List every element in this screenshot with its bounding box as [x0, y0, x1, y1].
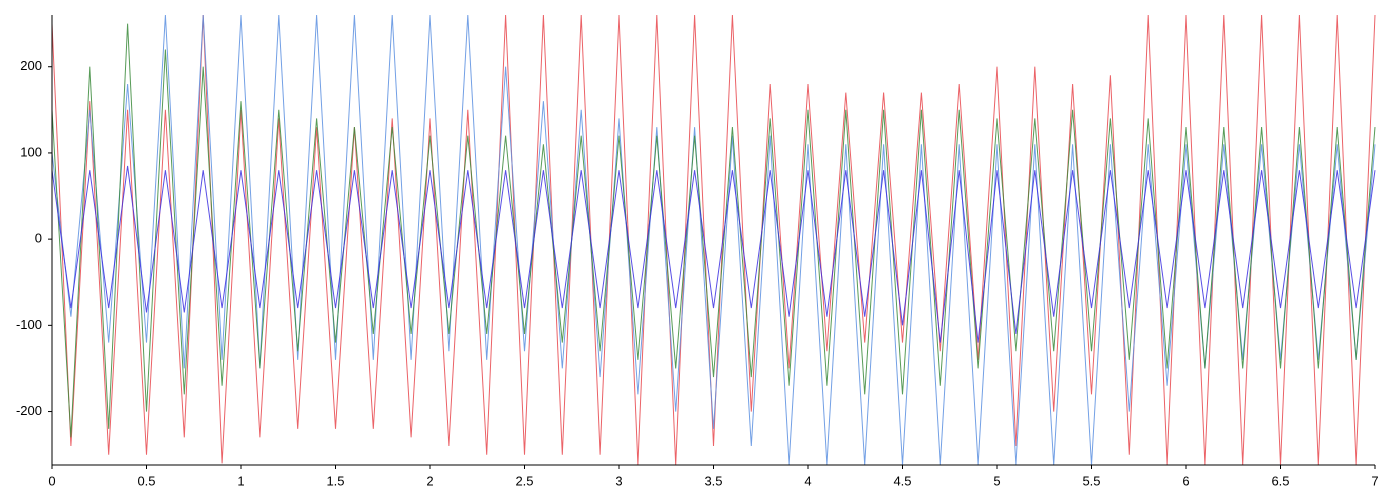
x-tick-label: 1 [237, 473, 244, 488]
y-tick-label: -200 [16, 403, 42, 418]
x-tick-label: 2 [426, 473, 433, 488]
x-tick-label: 3.5 [704, 473, 722, 488]
y-tick-label: 0 [35, 231, 42, 246]
x-tick-label: 4.5 [893, 473, 911, 488]
x-tick-label: 7 [1371, 473, 1378, 488]
x-tick-label: 4 [804, 473, 811, 488]
series-line [51, 23, 1376, 438]
x-tick-label: 3 [615, 473, 622, 488]
x-tick-label: 6.5 [1271, 473, 1289, 488]
y-tick-label: 100 [20, 144, 42, 159]
x-tick-label: 2.5 [515, 473, 533, 488]
x-tick-label: 1.5 [326, 473, 344, 488]
x-tick-label: 6 [1182, 473, 1189, 488]
y-tick-label: 200 [20, 58, 42, 73]
series-line [51, 14, 1376, 466]
y-tick-label: -100 [16, 317, 42, 332]
series-line [51, 14, 1376, 466]
x-tick-label: 0 [48, 473, 55, 488]
x-tick-label: 5 [993, 473, 1000, 488]
x-tick-label: 0.5 [137, 473, 155, 488]
series-line [51, 165, 1376, 343]
x-tick-label: 5.5 [1082, 473, 1100, 488]
